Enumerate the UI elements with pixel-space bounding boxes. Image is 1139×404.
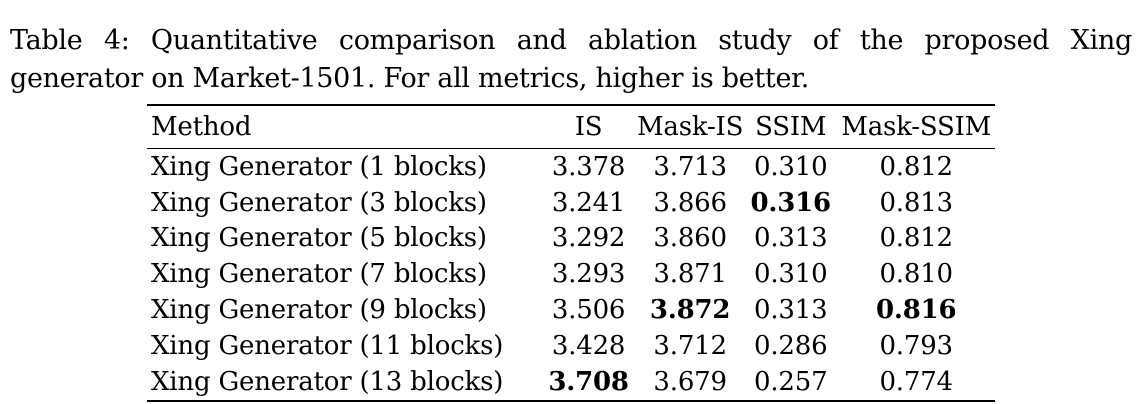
table-row: Xing Generator (11 blocks) 3.428 3.712 0… bbox=[147, 328, 995, 364]
cell-ssim: 0.257 bbox=[754, 366, 828, 397]
cell-mask-is: 3.860 bbox=[653, 223, 727, 254]
cell-is: 3.292 bbox=[551, 223, 626, 254]
table-header-row: Method IS Mask-IS SSIM Mask-SSIM bbox=[147, 105, 995, 149]
header-mask-ssim: Mask-SSIM bbox=[841, 112, 992, 142]
cell-mask-ssim: 0.812 bbox=[879, 151, 953, 182]
cell-method: Xing Generator (3 blocks) bbox=[151, 187, 487, 218]
cell-mask-is: 3.679 bbox=[653, 366, 727, 397]
header-ssim: SSIM bbox=[755, 112, 827, 142]
cell-ssim: 0.310 bbox=[754, 259, 828, 290]
caption-label: Table 4: bbox=[10, 25, 130, 56]
header-mask-is: Mask-IS bbox=[637, 112, 744, 142]
cell-mask-ssim: 0.812 bbox=[879, 223, 953, 254]
cell-is-best: 3.708 bbox=[548, 366, 629, 397]
caption-text: Quantitative comparison and ablation stu… bbox=[10, 25, 1132, 94]
cell-method: Xing Generator (7 blocks) bbox=[151, 259, 487, 290]
cell-method: Xing Generator (5 blocks) bbox=[151, 223, 487, 254]
table-row: Xing Generator (13 blocks) 3.708 3.679 0… bbox=[147, 364, 995, 401]
cell-method: Xing Generator (11 blocks) bbox=[151, 330, 504, 361]
cell-ssim: 0.286 bbox=[754, 330, 828, 361]
cell-method: Xing Generator (9 blocks) bbox=[151, 295, 487, 326]
cell-ssim: 0.310 bbox=[754, 151, 828, 182]
cell-mask-ssim: 0.793 bbox=[879, 330, 953, 361]
cell-mask-ssim-best: 0.816 bbox=[875, 295, 957, 326]
cell-ssim: 0.313 bbox=[754, 295, 828, 326]
cell-is: 3.293 bbox=[551, 259, 626, 290]
table-row: Xing Generator (3 blocks) 3.241 3.866 0.… bbox=[147, 185, 995, 221]
cell-mask-ssim: 0.774 bbox=[879, 366, 953, 397]
results-table: Method IS Mask-IS SSIM Mask-SSIM Xing Ge… bbox=[147, 104, 995, 402]
cell-is: 3.378 bbox=[551, 151, 626, 182]
table-row: Xing Generator (9 blocks) 3.506 3.872 0.… bbox=[147, 292, 995, 328]
cell-ssim-best: 0.316 bbox=[750, 187, 832, 218]
cell-ssim: 0.313 bbox=[754, 223, 828, 254]
table-row: Xing Generator (5 blocks) 3.292 3.860 0.… bbox=[147, 221, 995, 257]
cell-mask-is: 3.713 bbox=[653, 151, 727, 182]
cell-mask-is: 3.712 bbox=[653, 330, 727, 361]
cell-method: Xing Generator (13 blocks) bbox=[151, 366, 504, 397]
header-is: IS bbox=[574, 112, 603, 142]
table-row: Xing Generator (1 blocks) 3.378 3.713 0.… bbox=[147, 149, 995, 185]
header-method: Method bbox=[151, 112, 252, 142]
cell-mask-ssim: 0.810 bbox=[879, 259, 953, 290]
cell-mask-is: 3.871 bbox=[653, 259, 727, 290]
cell-is: 3.506 bbox=[551, 295, 626, 326]
results-table-container: Method IS Mask-IS SSIM Mask-SSIM Xing Ge… bbox=[147, 104, 995, 402]
table-caption: Table 4: Quantitative comparison and abl… bbox=[10, 22, 1132, 98]
cell-method: Xing Generator (1 blocks) bbox=[151, 151, 487, 182]
cell-is: 3.428 bbox=[551, 330, 626, 361]
table-row: Xing Generator (7 blocks) 3.293 3.871 0.… bbox=[147, 256, 995, 292]
cell-mask-is-best: 3.872 bbox=[649, 295, 731, 326]
cell-is: 3.241 bbox=[551, 187, 626, 218]
cell-mask-ssim: 0.813 bbox=[879, 187, 953, 218]
cell-mask-is: 3.866 bbox=[653, 187, 727, 218]
